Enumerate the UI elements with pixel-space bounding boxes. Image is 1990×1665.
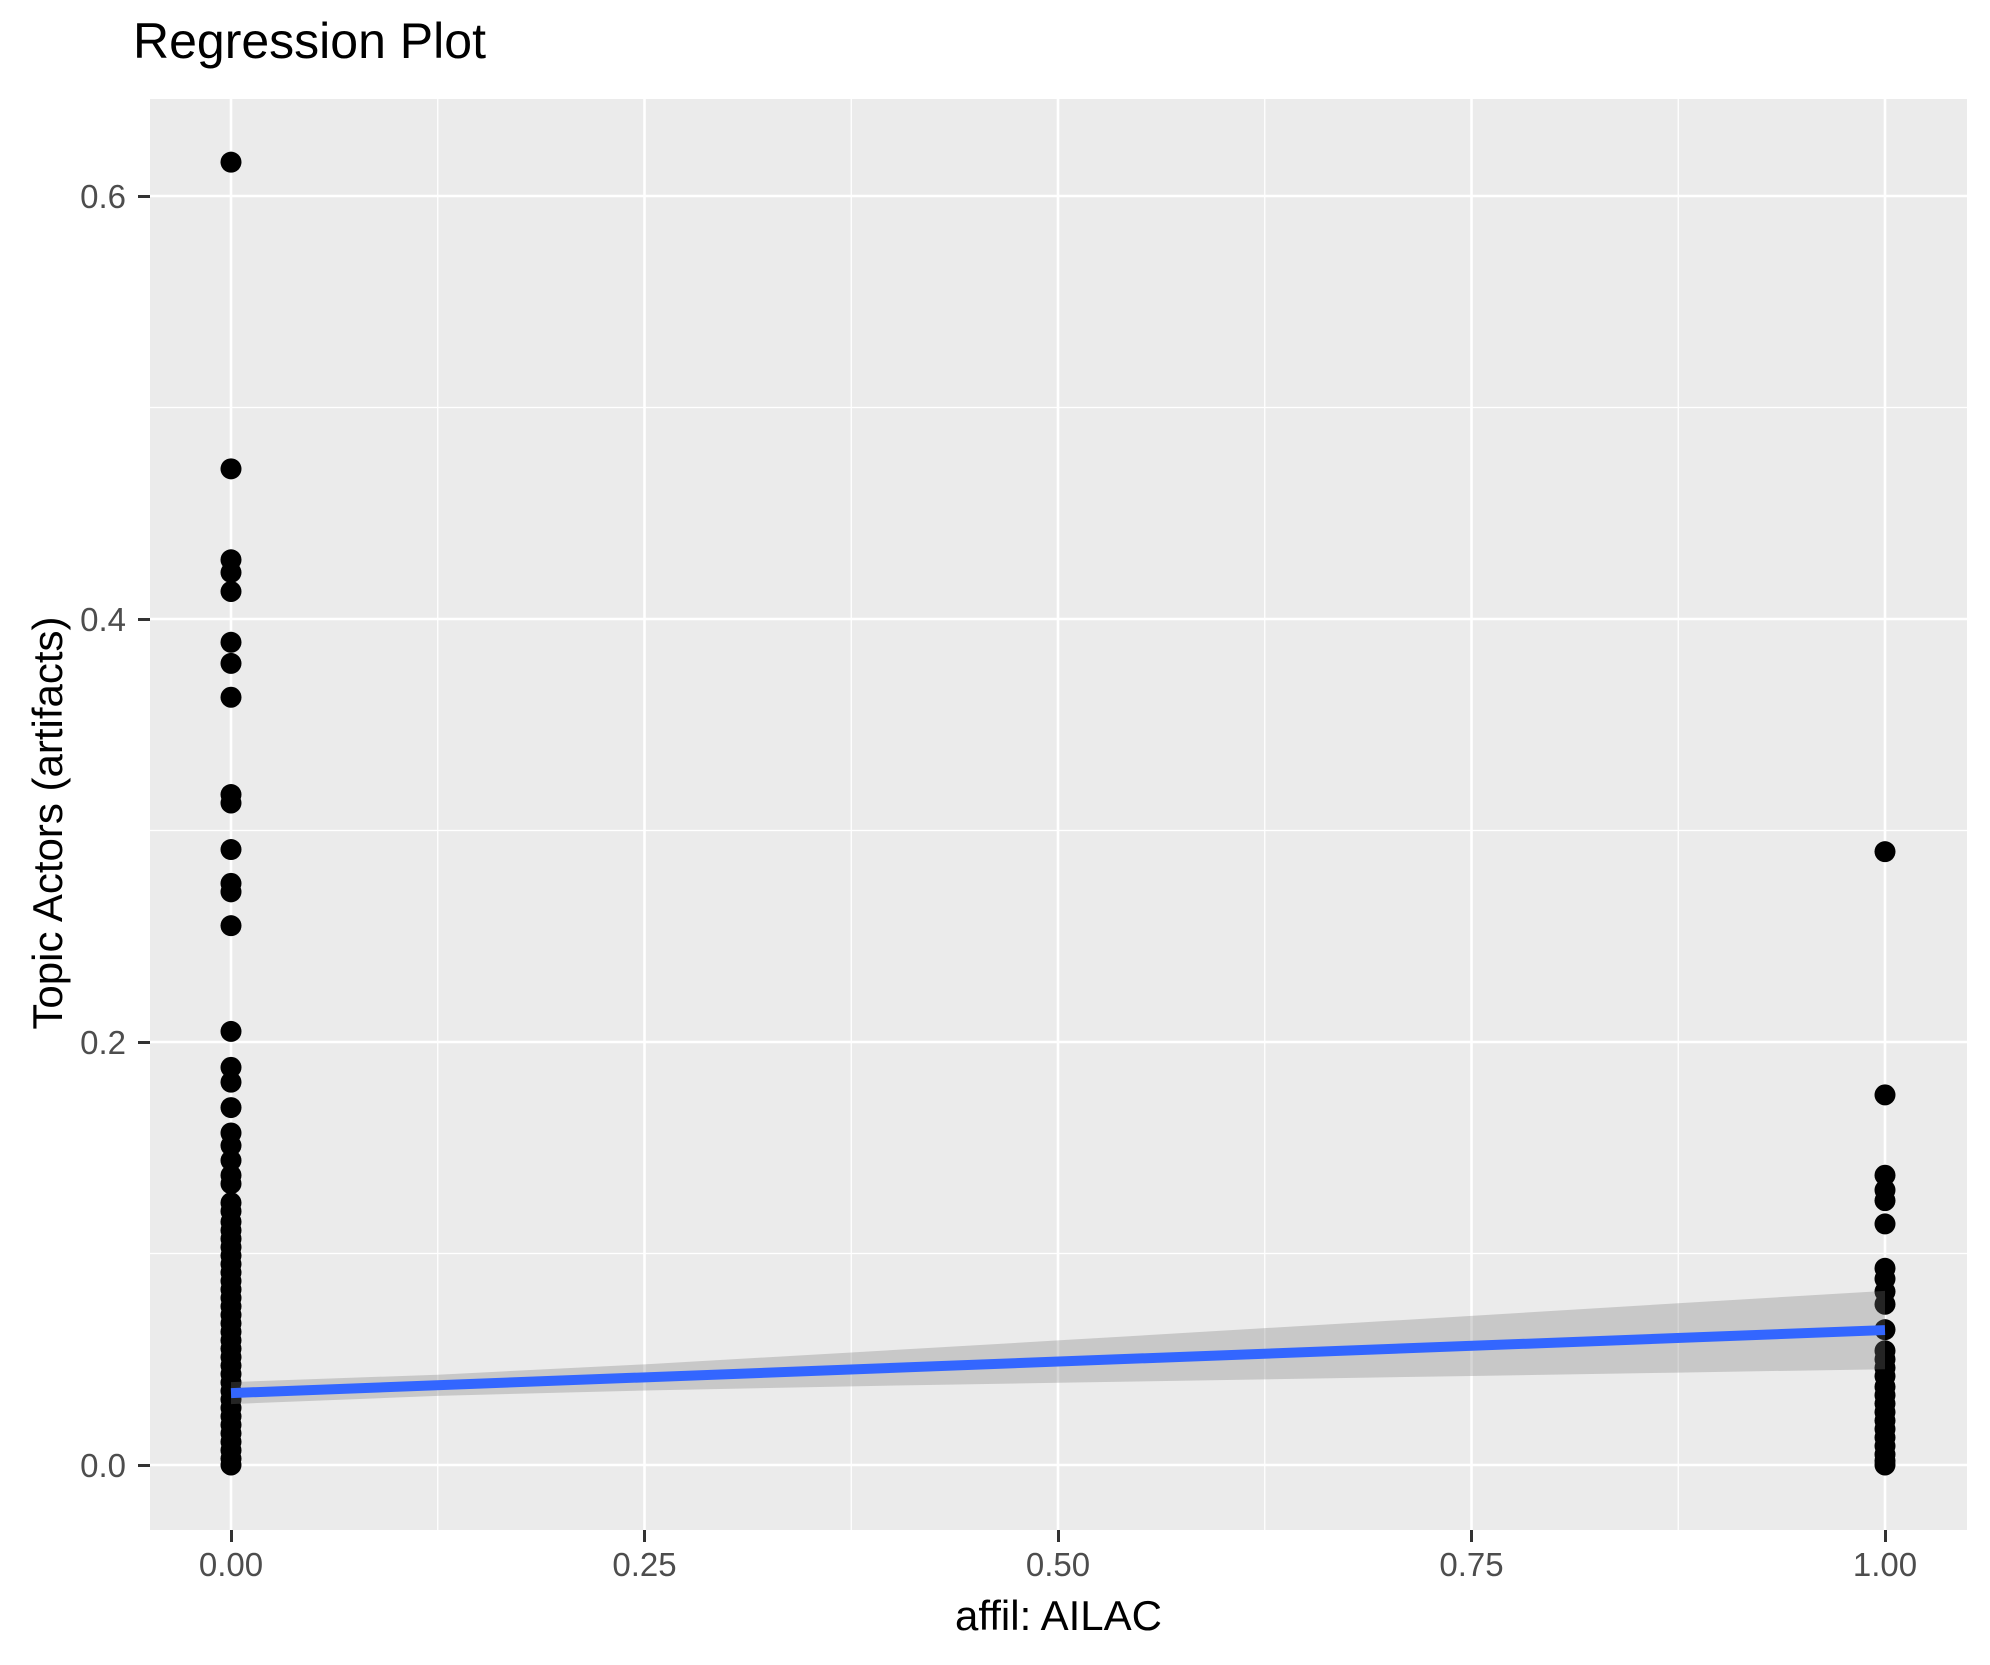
data-point [220,915,242,937]
regression-line [230,1325,1886,1399]
x-tick-label: 0.25 [612,1546,677,1583]
data-point [220,151,242,173]
y-tick-mark [138,194,150,198]
data-point [1874,1190,1896,1212]
data-point [220,881,242,903]
data-point [220,1020,242,1042]
data-point [220,1097,242,1119]
data-point [220,839,242,861]
y-axis-title: Topic Actors (artifacts) [24,616,71,1030]
data-point [220,792,242,814]
data-point [220,1056,242,1078]
plot-title: Regression Plot [133,13,486,69]
x-tick-label: 0.00 [198,1546,264,1583]
x-tick-mark [643,1530,646,1542]
data-point [220,1173,242,1195]
data-point [1874,1293,1896,1315]
chart-canvas [150,99,1967,1530]
y-tick-label: 0.6 [80,178,126,215]
data-point [220,686,242,708]
x-tick-mark [1470,1530,1473,1542]
data-point [220,1135,242,1157]
data-point [220,1454,242,1476]
x-tick-label: 1.00 [1852,1546,1918,1583]
data-point [220,1149,242,1171]
data-point [1874,1213,1896,1235]
data-point [1874,1164,1896,1186]
x-tick-mark [1883,1530,1887,1542]
y-tick-label: 0.4 [80,601,126,638]
y-tick-mark [138,1463,150,1467]
x-axis-title: affil: AILAC [954,1592,1162,1639]
data-point [220,1071,242,1093]
data-point [1874,1084,1896,1106]
plot-panel [150,99,1967,1530]
data-point [220,561,242,583]
data-point [1874,841,1896,863]
data-point [1874,1454,1896,1476]
data-point [220,631,242,653]
x-tick-label: 0.50 [1025,1546,1091,1583]
y-tick-mark [138,1040,150,1044]
x-tick-mark [1056,1530,1060,1542]
y-tick-label: 0.0 [80,1447,126,1484]
data-point [220,581,242,603]
y-tick-mark [138,617,150,621]
y-tick-label: 0.2 [80,1024,126,1061]
x-tick-mark [229,1530,233,1542]
data-point [220,652,242,674]
data-point [220,458,242,480]
x-tick-label: 0.75 [1439,1546,1504,1583]
